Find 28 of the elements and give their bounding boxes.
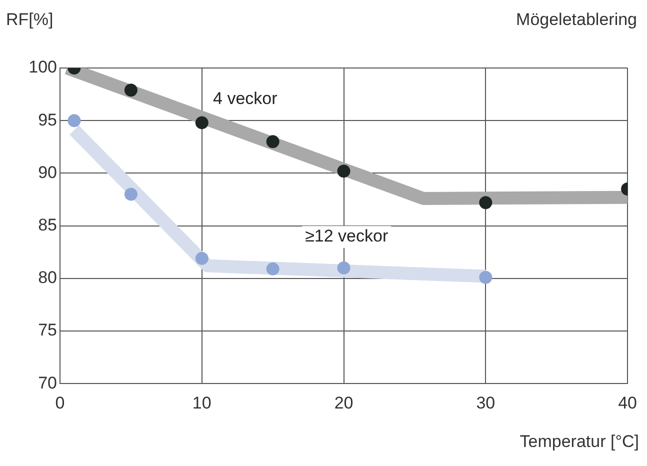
y-axis-title: RF[%]	[6, 10, 54, 30]
series-label: 4 veckor	[213, 88, 278, 108]
x-tick-label: 20	[334, 393, 354, 412]
point	[68, 114, 81, 128]
y-tick-label: 85	[38, 215, 57, 234]
series-label: ≥12 veckor	[305, 226, 388, 246]
x-axis-title: Temperatur [°C]	[520, 432, 639, 452]
y-tick-label: 100	[28, 58, 57, 77]
point	[195, 252, 208, 265]
x-tick-label: 30	[476, 393, 496, 412]
y-tick-label: 70	[38, 373, 57, 392]
y-tick-label: 75	[38, 320, 57, 340]
y-tick-label: 90	[38, 162, 57, 182]
point	[195, 116, 208, 130]
point	[337, 164, 350, 178]
point	[124, 84, 138, 97]
y-tick-label: 95	[38, 110, 57, 130]
point	[479, 270, 492, 284]
point	[266, 262, 280, 276]
x-tick-label: 10	[192, 393, 212, 412]
point	[266, 135, 280, 148]
x-tick-label: 40	[618, 393, 638, 412]
x-tick-label: 0	[55, 393, 65, 412]
y-tick-label: 80	[38, 268, 57, 288]
point	[337, 261, 350, 274]
chart-title: Mögeletablering	[516, 10, 637, 30]
point	[124, 188, 138, 201]
point	[479, 196, 492, 210]
